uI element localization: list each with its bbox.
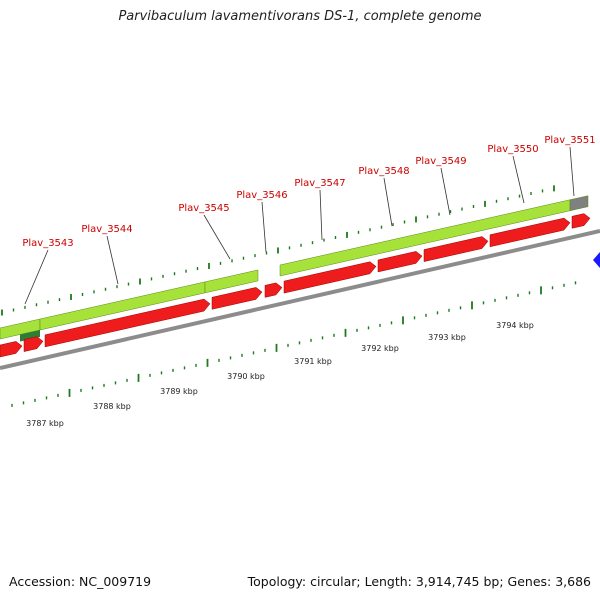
gene-track [0, 195, 589, 342]
scale-label: 3788 kbp [93, 402, 131, 411]
blue-arrow-icon [593, 252, 600, 268]
genome-backbone [0, 229, 600, 370]
cds-track [0, 213, 591, 358]
upper-tick-track [1, 185, 555, 316]
cds-arrow-1 [23, 336, 44, 352]
gene-label: Plav_3548 [358, 166, 409, 177]
scale-label: 3787 kbp [26, 419, 64, 428]
gene-leader-line [512, 155, 525, 204]
cds-arrow-9 [571, 213, 591, 229]
cds-arrow-4 [264, 282, 283, 298]
cds-arrow-3 [211, 287, 263, 310]
scale-labels: 3787 kbp 3788 kbp 3789 kbp 3790 kbp 3791 kbp… [26, 321, 534, 428]
scale-label: 3791 kbp [294, 357, 332, 366]
gene-leader-line [440, 167, 451, 216]
accession-text: Accession: NC_009719 [9, 574, 152, 589]
map-title: Parvibaculum lavamentivorans DS-1, compl… [118, 9, 482, 24]
gene-label: Plav_3549 [415, 156, 466, 167]
gene-leader-line [319, 189, 323, 241]
gene-bar-dark [20, 330, 40, 342]
scale-label: 3793 kbp [428, 333, 466, 342]
genome-summary-text: Topology: circular; Length: 3,914,745 bp… [247, 574, 591, 589]
scale-label: 3794 kbp [496, 321, 534, 330]
gene-leader-line [383, 177, 393, 227]
cds-arrow-6 [377, 251, 423, 273]
gene-leader-line [203, 214, 231, 260]
gene-bar-4 [569, 195, 589, 212]
scale-label: 3789 kbp [160, 387, 198, 396]
scale-label: 3792 kbp [361, 344, 399, 353]
cds-arrow-7 [423, 236, 489, 262]
cds-arrow-2 [44, 298, 211, 348]
gene-label: Plav_3544 [81, 224, 132, 235]
gene-bar-2 [204, 269, 259, 294]
gene-label: Plav_3547 [294, 178, 345, 189]
gene-label: Plav_3550 [487, 144, 538, 155]
cds-arrow-0 [0, 341, 23, 358]
backbone-line [0, 229, 600, 370]
gene-leader-line [261, 201, 267, 253]
gene-label: Plav_3543 [22, 238, 73, 249]
cds-arrow-8 [489, 217, 571, 248]
lower-tick-track [11, 281, 577, 407]
gene-leader-line [24, 249, 49, 305]
scale-label: 3790 kbp [227, 372, 265, 381]
cds-arrow-5 [283, 261, 377, 294]
gene-label: Plav_3545 [178, 203, 229, 214]
strand-marker [593, 252, 600, 268]
gene-label: Plav_3551 [544, 135, 595, 146]
gene-leader-line [569, 146, 575, 197]
gene-leader-line [106, 235, 119, 285]
gene-label: Plav_3546 [236, 190, 287, 201]
gene-labels: Plav_3543 Plav_3544 Plav_3545 Plav_3546 Plav… [22, 135, 596, 305]
